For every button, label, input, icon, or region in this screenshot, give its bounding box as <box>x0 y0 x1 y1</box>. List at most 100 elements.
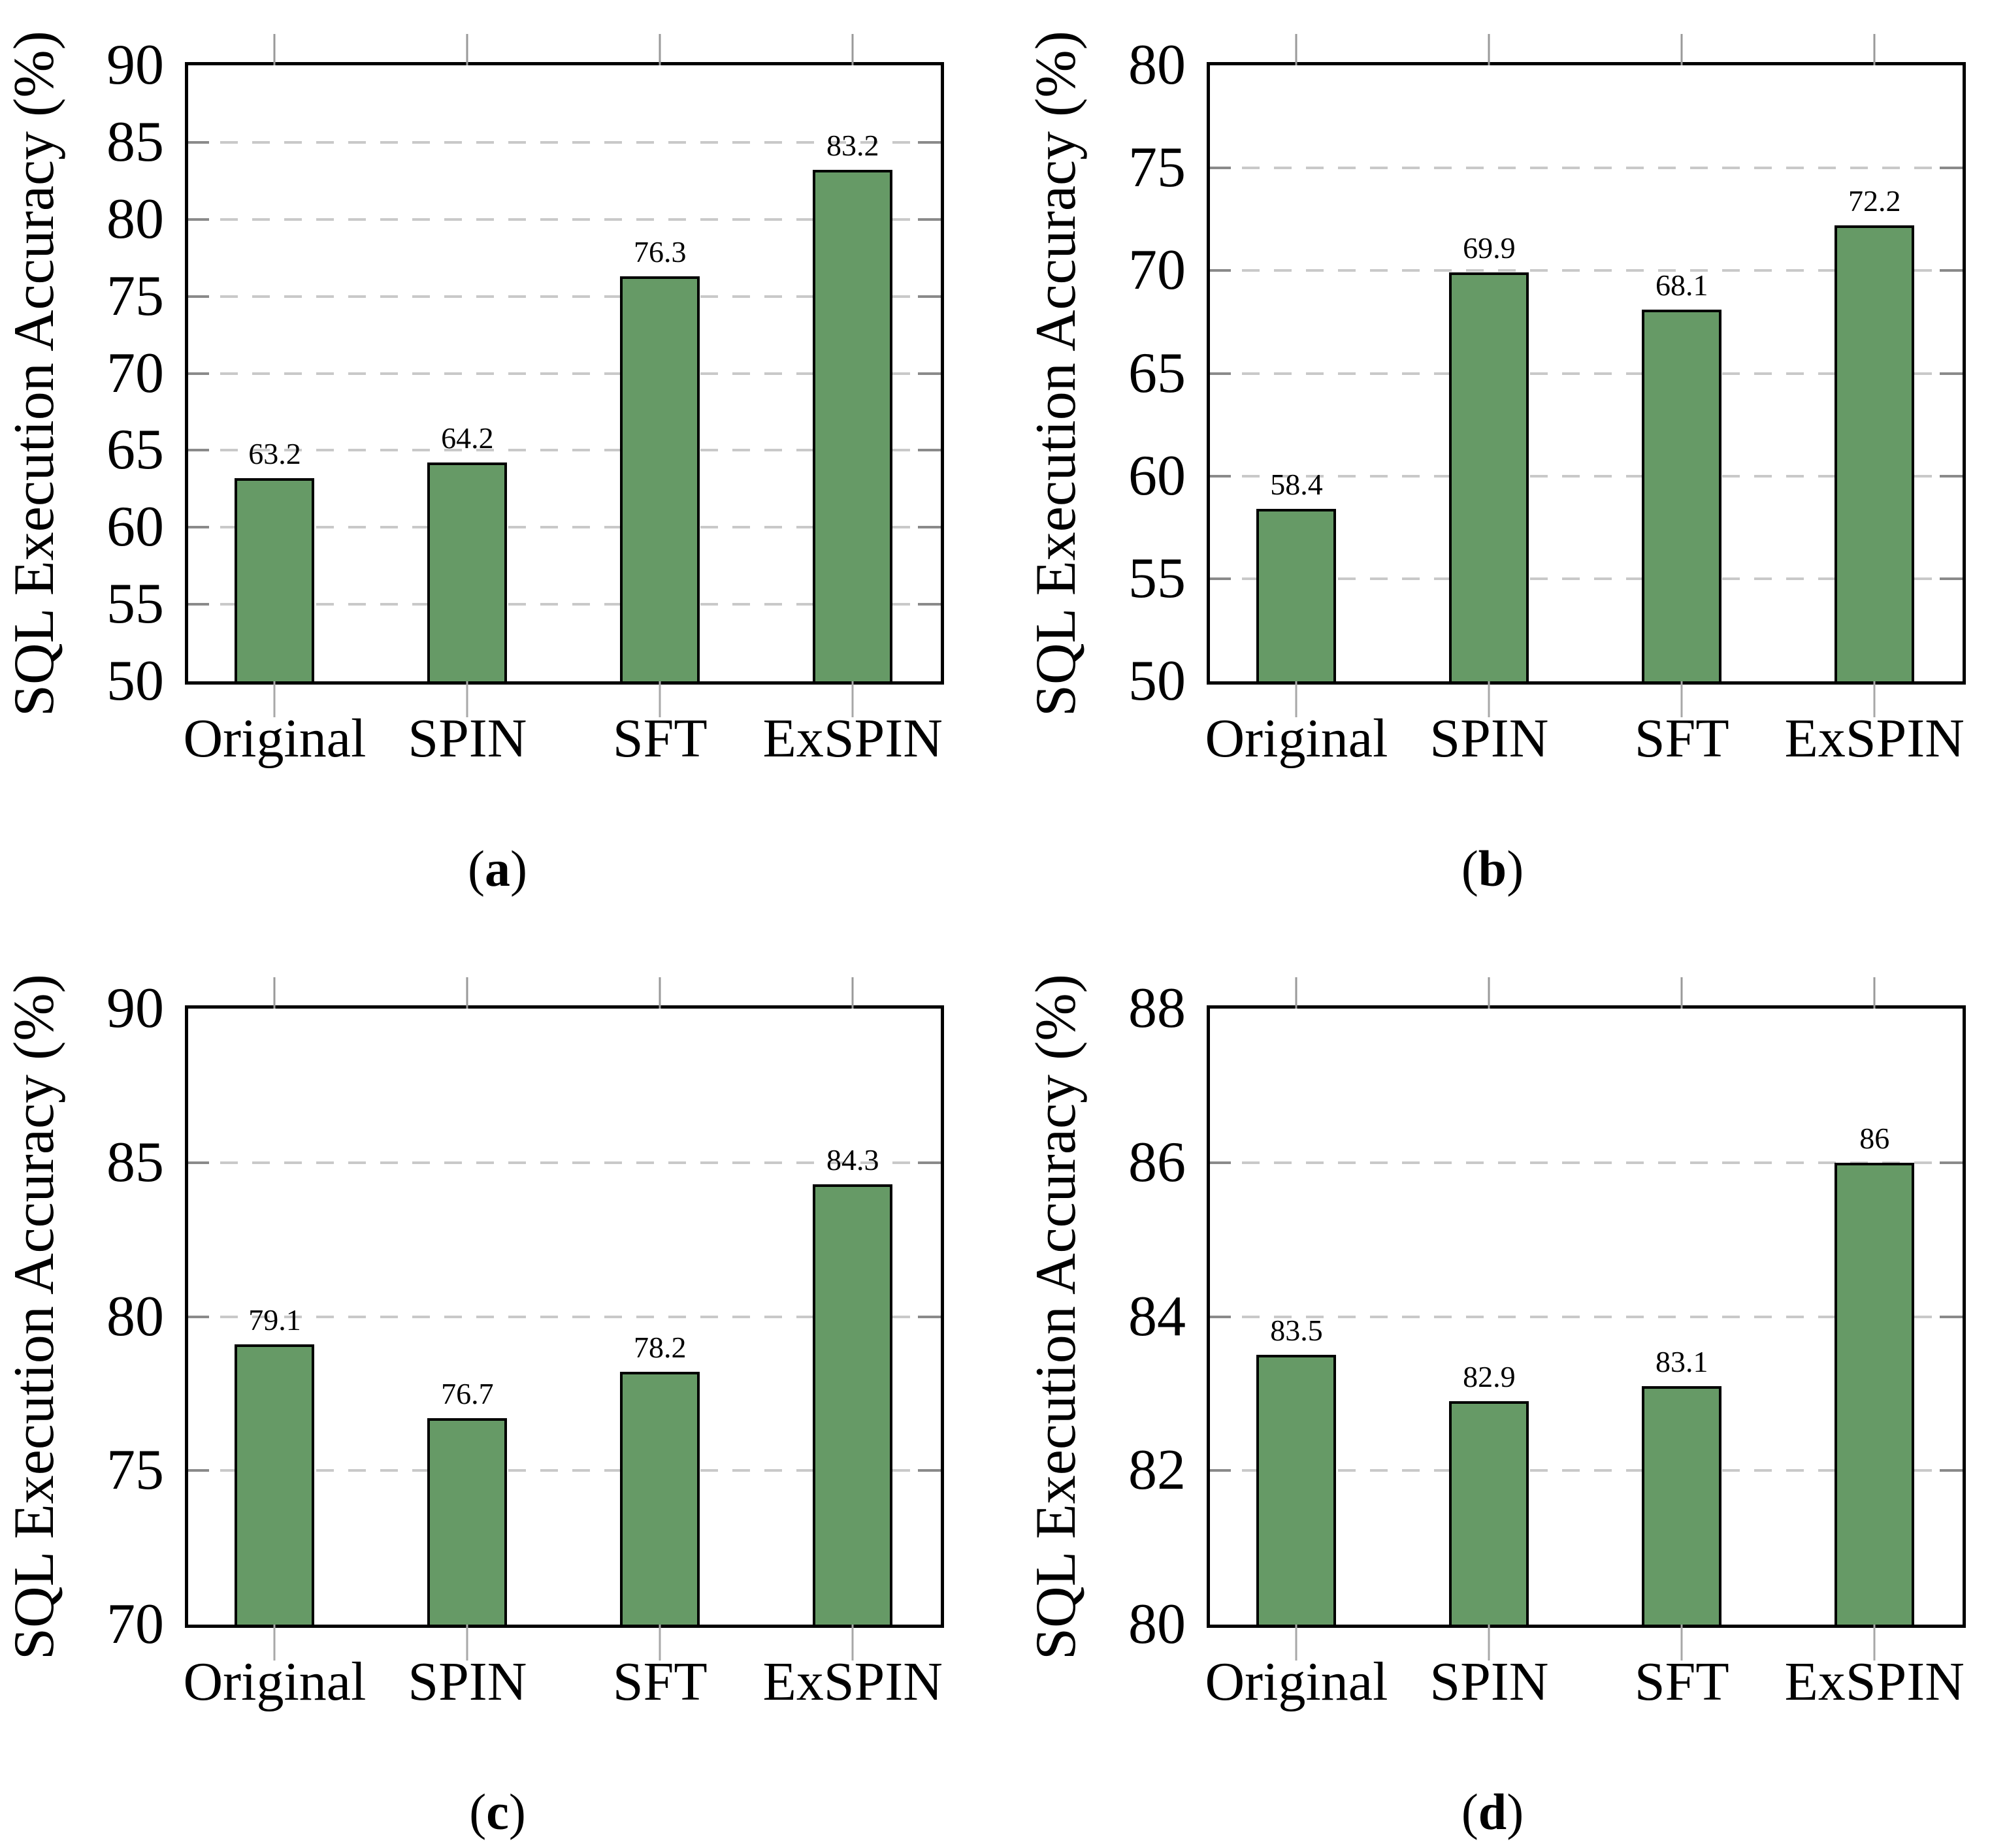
y-gridline <box>188 1315 941 1318</box>
y-tick-label: 55 <box>106 572 164 636</box>
y-tick-mark-left <box>188 1469 209 1472</box>
plot-area-c: SQL Execution Accuracy (%) 70 75 80 85 90 79.… <box>3 974 944 1712</box>
y-gridline <box>188 1469 941 1472</box>
x-tick-label: Original <box>1205 1651 1388 1712</box>
y-tick-label: 86 <box>1128 1130 1186 1194</box>
bar-value-label: 83.2 <box>826 129 879 163</box>
y-tick-mark-left <box>188 1315 209 1318</box>
x-tick-mark-bottom <box>466 1625 468 1661</box>
x-tick-mark-top <box>1488 34 1490 65</box>
y-tick-label: 80 <box>106 187 164 251</box>
y-tick-label: 84 <box>1128 1284 1186 1348</box>
x-tick-mark-top <box>466 34 468 65</box>
x-tick-mark-top <box>1295 977 1297 1009</box>
x-tick-mark-bottom <box>1488 1625 1490 1661</box>
bar-value-label: 83.1 <box>1656 1344 1708 1378</box>
y-tick-mark-right <box>1940 269 1963 272</box>
x-tick-mark-top <box>851 34 854 65</box>
y-tick-mark-right <box>1940 1469 1963 1472</box>
y-tick-label: 80 <box>1128 33 1186 97</box>
y-gridline <box>188 295 941 298</box>
y-tick-mark-right <box>918 140 941 144</box>
plot-area-b: SQL Execution Accuracy (%) 50 55 60 65 70 75 8… <box>1024 31 1966 769</box>
x-tick-mark-bottom <box>273 1625 276 1661</box>
bar-value-label: 79.1 <box>248 1303 301 1337</box>
caption-paren-close: ) <box>508 1783 526 1840</box>
x-tick-label: SFT <box>1634 1651 1729 1712</box>
y-tick-mark-right <box>918 1161 941 1164</box>
x-tick-label: ExSPIN <box>1784 708 1965 769</box>
y-tick-mark-left <box>188 140 209 144</box>
bar <box>620 1372 700 1625</box>
x-tick-mark-top <box>273 977 276 1009</box>
y-gridline <box>188 449 941 452</box>
y-tick-label: 88 <box>1128 977 1186 1040</box>
y-tick-label: 90 <box>106 977 164 1040</box>
subfigure-d: SQL Execution Accuracy (%) 80 82 84 86 88 83.… <box>995 922 1990 1845</box>
y-tick-label: 90 <box>106 33 164 97</box>
bar-value-label: 72.2 <box>1848 184 1901 218</box>
x-tick-mark-bottom <box>659 681 661 717</box>
bar-value-label: 58.4 <box>1270 467 1323 501</box>
y-tick-mark-right <box>918 526 941 529</box>
caption-paren-close: ) <box>510 840 527 897</box>
plot-area-a: SQL Execution Accuracy (%) 50 55 60 65 70 75 8… <box>3 31 944 769</box>
y-tick-label: 60 <box>106 495 164 559</box>
y-tick-mark-right <box>1940 1161 1963 1164</box>
y-tick-label: 55 <box>1128 546 1186 610</box>
bar <box>1835 225 1915 681</box>
y-tick-mark-left <box>188 372 209 375</box>
bar <box>235 1344 315 1625</box>
x-tick-mark-top <box>1488 977 1490 1009</box>
bar <box>813 1184 893 1625</box>
y-tick-mark-left <box>1210 1469 1231 1472</box>
y-gridline <box>1210 577 1963 580</box>
y-tick-label: 50 <box>106 649 164 713</box>
y-tick-mark-left <box>188 1161 209 1164</box>
y-tick-mark-left <box>1210 1161 1231 1164</box>
bar-value-label: 68.1 <box>1656 268 1708 302</box>
x-tick-mark-top <box>659 977 661 1009</box>
y-tick-label: 60 <box>1128 444 1186 508</box>
bar <box>813 170 893 681</box>
y-gridline <box>1210 1469 1963 1472</box>
y-tick-mark-right <box>918 449 941 452</box>
y-tick-label: 85 <box>106 110 164 174</box>
x-tick-mark-bottom <box>466 681 468 717</box>
bar-value-label: 82.9 <box>1463 1360 1516 1394</box>
y-gridline <box>188 140 941 144</box>
y-tick-label: 80 <box>106 1284 164 1348</box>
y-tick-mark-left <box>1210 474 1231 478</box>
bar <box>620 276 700 681</box>
x-tick-mark-bottom <box>851 1625 854 1661</box>
x-tick-mark-bottom <box>1680 1625 1683 1661</box>
x-tick-label: SPIN <box>408 708 527 769</box>
x-tick-mark-top <box>1680 977 1683 1009</box>
caption-letter: d <box>1478 1783 1507 1840</box>
x-tick-label: ExSPIN <box>1784 1651 1965 1712</box>
y-tick-mark-right <box>918 1315 941 1318</box>
x-tick-label: SPIN <box>1429 1651 1549 1712</box>
x-tick-mark-bottom <box>1295 681 1297 717</box>
y-tick-mark-right <box>1940 474 1963 478</box>
x-tick-label: ExSPIN <box>762 1651 943 1712</box>
bar-value-label: 86 <box>1859 1121 1890 1155</box>
y-tick-label: 82 <box>1128 1438 1186 1502</box>
bar <box>427 1418 508 1625</box>
y-gridline <box>188 603 941 606</box>
y-tick-mark-right <box>918 372 941 375</box>
x-tick-mark-top <box>1873 34 1876 65</box>
y-tick-mark-right <box>918 1469 941 1472</box>
y-tick-mark-left <box>188 603 209 606</box>
y-gridline <box>1210 372 1963 375</box>
y-tick-label: 75 <box>1128 136 1186 200</box>
x-tick-label: Original <box>183 708 367 769</box>
y-tick-label: 65 <box>1128 341 1186 405</box>
bar <box>427 462 508 681</box>
bar <box>235 478 315 681</box>
subfigure-a-caption: (a) <box>0 833 995 905</box>
subfigure-c: SQL Execution Accuracy (%) 70 75 80 85 90 79.… <box>0 922 995 1845</box>
y-tick-mark-right <box>918 218 941 221</box>
y-tick-mark-left <box>188 218 209 221</box>
x-tick-mark-top <box>273 34 276 65</box>
